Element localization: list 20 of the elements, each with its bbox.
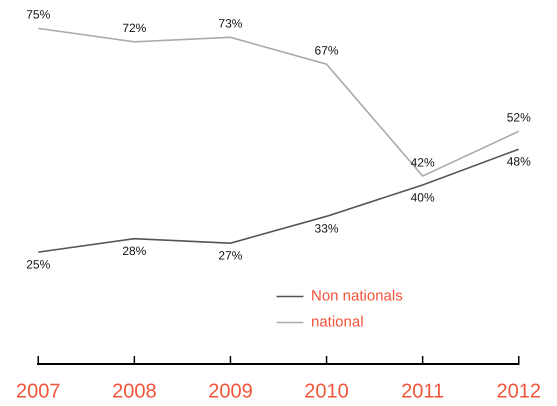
data-label: 75%: [26, 8, 51, 22]
data-label: 28%: [122, 244, 147, 258]
x-tick-label: 2011: [401, 380, 444, 403]
x-tick-label: 2009: [208, 380, 253, 403]
legend-label: Non nationals: [311, 288, 403, 305]
data-label: 48%: [506, 154, 532, 169]
data-label: 25%: [26, 257, 51, 272]
data-label: 72%: [122, 21, 147, 36]
x-tick-label: 2007: [16, 380, 60, 403]
data-label: 33%: [314, 222, 339, 236]
x-tick-label: 2010: [304, 380, 349, 403]
data-label: 52%: [506, 110, 532, 125]
data-label: 40%: [410, 190, 435, 204]
x-tick-label: 2012: [496, 380, 542, 403]
data-label: 73%: [218, 16, 243, 31]
x-tick-label: 2008: [112, 380, 157, 403]
data-label: 67%: [314, 43, 339, 58]
legend-label: national: [311, 314, 364, 331]
data-label: 27%: [218, 248, 243, 262]
data-label: 42%: [410, 155, 435, 170]
